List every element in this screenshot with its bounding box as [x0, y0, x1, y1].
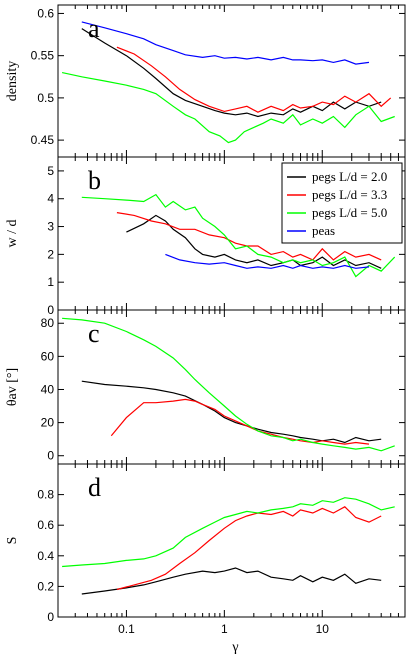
series-line-d-2 — [62, 497, 395, 568]
y-axis-label-d: S — [5, 537, 20, 545]
y-tick-label-b-2: 2 — [47, 247, 54, 261]
y-tick-label-d-4: 0.8 — [37, 488, 54, 502]
panel-letter-a: a — [88, 14, 100, 43]
y-axis-label-a: density — [5, 61, 20, 101]
y-tick-label-c-4: 80 — [41, 316, 55, 330]
x-tick-label-0: 0.1 — [118, 622, 135, 636]
series-line-b-0 — [126, 214, 382, 269]
y-tick-label-a-1: 0.5 — [37, 91, 54, 105]
series-line-b-1 — [116, 212, 382, 261]
y-tick-label-b-0: 0 — [47, 303, 54, 317]
series-line-b-3 — [165, 253, 370, 269]
series-line-a-2 — [61, 72, 395, 144]
legend: pegs L/d = 2.0 pegs L/d = 3.3 pegs L/d = 5… — [281, 162, 403, 244]
y-tick-label-d-3: 0.6 — [37, 518, 54, 532]
panel-b: 0 1 2 3 4 5 b w / d — [5, 156, 406, 317]
y-tick-label-b-4: 4 — [47, 192, 54, 206]
series-line-d-0 — [81, 567, 382, 595]
y-tick-label-b-5: 5 — [47, 164, 54, 178]
panel-frame-a — [57, 4, 406, 158]
y-tick-label-c-2: 40 — [41, 382, 55, 396]
legend-entry-3: peas — [312, 223, 335, 238]
panel-letter-c: c — [88, 319, 100, 348]
panel-letter-b: b — [88, 166, 101, 195]
panel-letter-d: d — [88, 473, 101, 502]
series-line-c-2 — [62, 317, 395, 452]
x-axis-label: γ — [231, 640, 238, 655]
x-tick-label-1: 1 — [221, 622, 228, 636]
series-line-d-1 — [116, 506, 382, 591]
y-tick-label-c-3: 60 — [41, 349, 55, 363]
series-line-a-3 — [81, 21, 370, 65]
legend-entry-0: pegs L/d = 2.0 — [312, 169, 387, 184]
y-tick-label-b-3: 3 — [47, 220, 54, 234]
y-tick-label-d-1: 0.2 — [37, 579, 54, 593]
panel-frame-c — [57, 309, 406, 465]
y-tick-label-d-2: 0.4 — [37, 549, 54, 563]
y-tick-label-a-0: 0.45 — [31, 133, 55, 147]
y-tick-label-a-2: 0.55 — [31, 49, 55, 63]
y-tick-label-d-0: 0 — [47, 610, 54, 624]
legend-entry-1: pegs L/d = 3.3 — [312, 187, 387, 202]
series-line-a-0 — [81, 28, 382, 118]
series-line-a-1 — [116, 46, 392, 113]
y-tick-label-a-3: 0.6 — [37, 6, 54, 20]
panel-c: 0 20 40 60 80 c θav [°] — [5, 309, 406, 465]
panel-a: 0.45 0.5 0.55 0.6 a density — [5, 4, 406, 158]
x-tick-label-2: 10 — [316, 622, 330, 636]
legend-entry-2: pegs L/d = 5.0 — [312, 205, 387, 220]
y-tick-label-c-1: 20 — [41, 416, 55, 430]
series-line-c-1 — [110, 398, 370, 445]
panel-frame-d — [57, 463, 406, 618]
y-tick-label-b-1: 1 — [47, 275, 54, 289]
y-axis-label-c: θav [°] — [5, 368, 20, 406]
y-axis-label-b: w / d — [5, 220, 20, 248]
y-tick-label-c-0: 0 — [47, 449, 54, 463]
series-line-b-2 — [81, 193, 396, 278]
panel-d: 0 0.2 0.4 0.6 0.8 d S — [5, 463, 406, 624]
